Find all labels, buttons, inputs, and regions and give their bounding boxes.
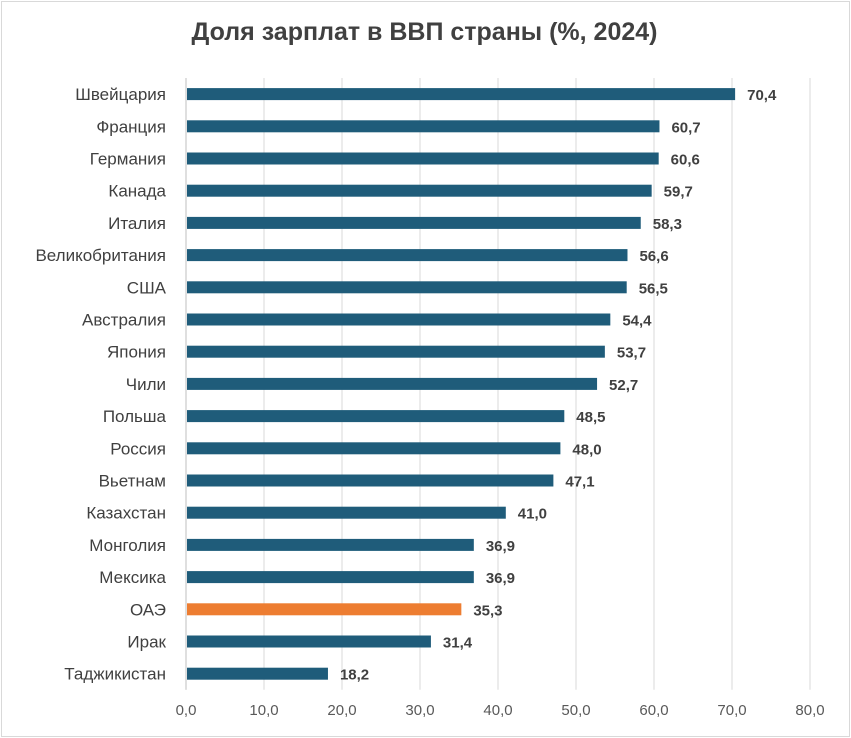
category-label: Вьетнам — [99, 472, 166, 491]
category-label: Япония — [107, 343, 166, 362]
category-label: Россия — [110, 439, 166, 458]
bar — [187, 216, 641, 229]
bar — [187, 603, 462, 616]
data-label: 60,6 — [671, 152, 700, 169]
bar — [187, 345, 605, 358]
data-label: 53,7 — [617, 345, 646, 362]
bar — [187, 506, 506, 519]
bar — [187, 442, 561, 455]
bar — [187, 474, 554, 487]
category-label: Таджикистан — [64, 665, 166, 684]
category-label: Великобритания — [35, 246, 166, 265]
x-tick-label: 50,0 — [561, 702, 590, 719]
data-label: 59,7 — [664, 184, 693, 201]
category-label: ОАЭ — [130, 600, 166, 619]
bar — [187, 571, 474, 584]
x-tick-label: 10,0 — [249, 702, 278, 719]
data-label: 48,0 — [572, 441, 601, 458]
bar — [187, 377, 598, 390]
data-label: 36,9 — [486, 570, 515, 587]
category-label: Германия — [90, 150, 166, 169]
bar — [187, 249, 628, 262]
data-label: 70,4 — [747, 87, 777, 104]
bar — [187, 281, 627, 294]
x-tick-label: 40,0 — [483, 702, 512, 719]
data-label: 56,5 — [639, 280, 668, 297]
category-label: Монголия — [89, 536, 166, 555]
x-tick-label: 20,0 — [327, 702, 356, 719]
bar — [187, 667, 328, 680]
bar — [187, 152, 659, 165]
bar — [187, 313, 611, 326]
category-label: Австралия — [82, 311, 166, 330]
bar — [187, 635, 431, 648]
x-tick-label: 0,0 — [176, 702, 197, 719]
data-label: 54,4 — [622, 313, 652, 330]
data-label: 48,5 — [576, 409, 605, 426]
data-label: 47,1 — [565, 474, 594, 491]
category-label: Франция — [96, 117, 166, 136]
data-label: 18,2 — [340, 667, 369, 684]
category-label: Польша — [103, 407, 167, 426]
category-label: Италия — [108, 214, 166, 233]
data-label: 36,9 — [486, 538, 515, 555]
category-label: США — [127, 278, 167, 297]
data-label: 60,7 — [671, 119, 700, 136]
x-tick-label: 60,0 — [639, 702, 668, 719]
x-tick-label: 70,0 — [717, 702, 746, 719]
x-tick-label: 80,0 — [795, 702, 824, 719]
category-label: Швейцария — [75, 85, 166, 104]
bar — [187, 410, 565, 423]
category-label: Ирак — [127, 633, 166, 652]
category-label: Казахстан — [86, 504, 166, 523]
data-label: 35,3 — [473, 602, 502, 619]
category-label: Мексика — [99, 568, 166, 587]
bar — [187, 88, 736, 101]
data-label: 58,3 — [653, 216, 682, 233]
bar — [187, 538, 474, 551]
bar — [187, 184, 652, 197]
data-label: 31,4 — [443, 635, 473, 652]
chart-title: Доля зарплат в ВВП страны (%, 2024) — [191, 18, 658, 46]
data-label: 41,0 — [518, 506, 547, 523]
category-label: Канада — [108, 182, 166, 201]
category-label: Чили — [126, 375, 166, 394]
data-label: 56,6 — [639, 248, 668, 265]
bar — [187, 120, 660, 133]
x-tick-label: 30,0 — [405, 702, 434, 719]
data-label: 52,7 — [609, 377, 638, 394]
